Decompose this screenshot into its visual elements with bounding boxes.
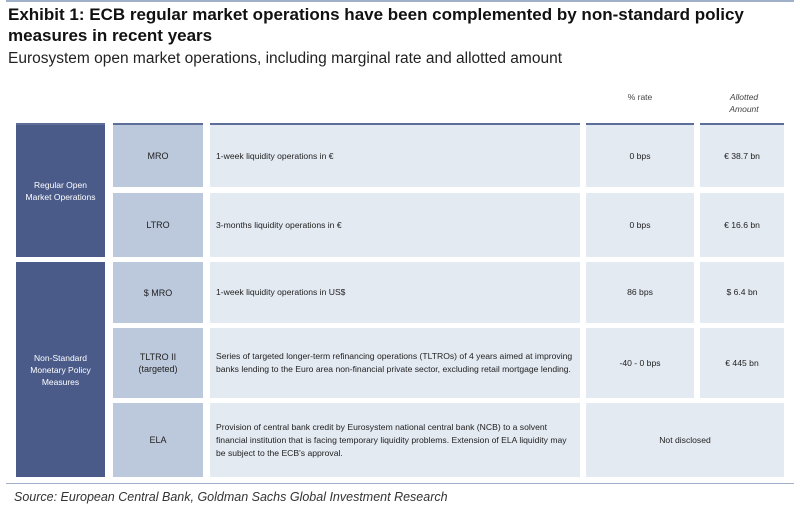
- row-description: 1-week liquidity operations in US$: [210, 262, 580, 323]
- category-regular: Regular Open Market Operations: [16, 125, 105, 257]
- row-code-ela: ELA: [113, 403, 203, 477]
- row-rate: 86 bps: [586, 262, 694, 323]
- row-description-text: Provision of central bank credit by Euro…: [216, 421, 567, 458]
- row-description-text: 1-week liquidity operations in US$: [216, 287, 346, 297]
- exhibit-subtitle: Eurosystem open market operations, inclu…: [8, 50, 563, 67]
- row-amount: $ 6.4 bn: [700, 262, 784, 323]
- row-code-label: TLTRO II (targeted): [138, 352, 178, 374]
- row-rate: -40 - 0 bps: [586, 328, 694, 398]
- row-rate: 0 bps: [586, 193, 694, 257]
- row-code-label: MRO: [147, 151, 169, 161]
- row-description: Provision of central bank credit by Euro…: [210, 403, 580, 477]
- bottom-rule: [6, 483, 794, 484]
- row-description-text: 3-months liquidity operations in €: [216, 219, 342, 230]
- row-amount: € 445 bn: [700, 328, 784, 398]
- row-description: Series of targeted longer-term refinanci…: [210, 328, 580, 398]
- row-code-mro: MRO: [113, 125, 203, 187]
- table-top-rule-desc: [210, 123, 580, 125]
- row-code-ltro: LTRO: [113, 193, 203, 257]
- row-amount: € 16.6 bn: [700, 193, 784, 257]
- category-label: Non-Standard Monetary Policy Measures: [30, 352, 91, 387]
- row-description-text: 1-week liquidity operations in €: [216, 150, 334, 161]
- source-note: Source: European Central Bank, Goldman S…: [14, 490, 448, 504]
- rate-header: % rate: [627, 92, 653, 102]
- row-code-label: ELA: [149, 435, 167, 445]
- table-top-rule-rate: [586, 123, 694, 125]
- table-top-rule-amount: [700, 123, 784, 125]
- row-code-tltro: TLTRO II (targeted): [113, 328, 203, 398]
- category-non-standard: Non-Standard Monetary Policy Measures: [16, 262, 105, 477]
- category-label: Regular Open Market Operations: [25, 180, 96, 202]
- table-top-rule-code: [113, 123, 203, 125]
- row-not-disclosed: Not disclosed: [586, 403, 784, 477]
- row-description: 3-months liquidity operations in €: [210, 193, 580, 257]
- row-rate: 0 bps: [586, 125, 694, 187]
- row-code-usd-mro: $ MRO: [113, 262, 203, 323]
- row-description: 1-week liquidity operations in €: [210, 125, 580, 187]
- top-rule: [6, 0, 794, 2]
- amount-header: Allotted Amount: [729, 92, 759, 114]
- row-code-label: LTRO: [146, 220, 170, 230]
- row-code-label: $ MRO: [143, 287, 173, 298]
- row-description-text: Series of targeted longer-term refinanci…: [216, 351, 573, 374]
- table-top-rule-cat: [16, 123, 105, 125]
- exhibit-title: Exhibit 1: ECB regular market operations…: [8, 5, 744, 45]
- row-amount: € 38.7 bn: [700, 125, 784, 187]
